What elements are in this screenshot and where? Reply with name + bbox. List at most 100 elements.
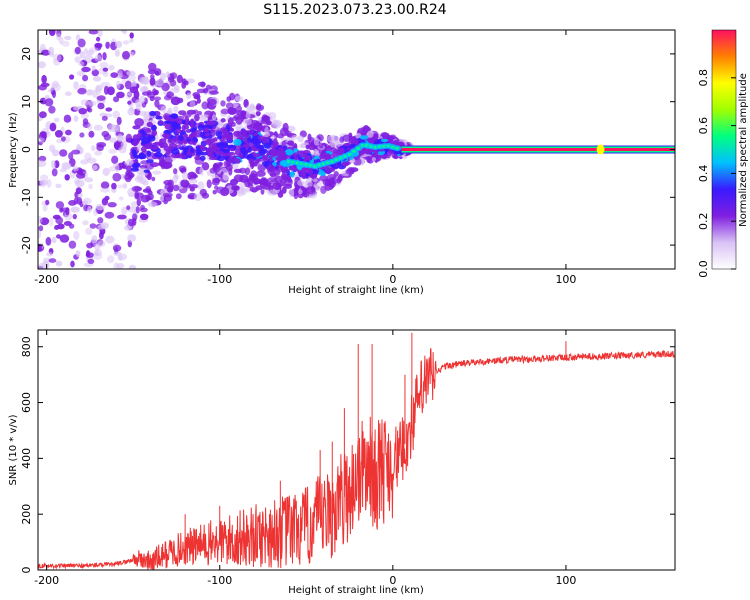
- heatmap-core-cell: [146, 150, 152, 157]
- heatmap-cell: [38, 225, 44, 232]
- heatmap-cell: [129, 51, 135, 57]
- heatmap-cell: [318, 142, 324, 149]
- heatmap-cell: [256, 170, 266, 177]
- heatmap-core-cell: [341, 161, 349, 167]
- heatmap-cell: [52, 89, 56, 99]
- heatmap-cell: [322, 178, 331, 186]
- heatmap-cell: [134, 191, 140, 200]
- heatmap-cell: [286, 125, 296, 132]
- heatmap-cell: [92, 252, 103, 260]
- heatmap-core-cell: [159, 138, 167, 145]
- heatmap-core-cell: [332, 152, 338, 157]
- heatmap-cell: [97, 217, 104, 224]
- heatmap-cell: [305, 186, 316, 195]
- heatmap-cell: [38, 61, 46, 69]
- heatmap-core-cell: [305, 155, 311, 161]
- heatmap-cell: [38, 84, 47, 91]
- heatmap-cell: [229, 92, 236, 101]
- heatmap-cell: [94, 250, 99, 257]
- heatmap-core-cell: [275, 155, 284, 162]
- heatmap-cell: [109, 137, 117, 143]
- heatmap-cell: [134, 176, 144, 183]
- colorbar-tick-label: 0.4: [697, 165, 710, 183]
- heatmap-cell: [279, 178, 288, 184]
- heatmap-cell: [198, 81, 206, 87]
- heatmap-cell: [91, 69, 100, 77]
- snr-line: [37, 332, 676, 570]
- heatmap-cell: [239, 174, 249, 183]
- heatmap-cell: [220, 108, 230, 115]
- heatmap-cell: [73, 81, 79, 90]
- heatmap-cell: [143, 114, 148, 123]
- heatmap-cell: [129, 38, 134, 43]
- heatmap-core-cell: [301, 167, 307, 171]
- heatmap-core-cell: [380, 138, 389, 143]
- heatmap-cell: [235, 115, 243, 125]
- heatmap-cell: [113, 251, 122, 256]
- heatmap-cell: [127, 192, 135, 198]
- heatmap-cell: [209, 167, 217, 174]
- heatmap-cell: [245, 187, 251, 193]
- ridge-core: [395, 146, 400, 150]
- heatmap-cell: [249, 103, 255, 111]
- heatmap-cell: [208, 98, 217, 106]
- heatmap-core-cell: [144, 143, 153, 150]
- heatmap-cell: [41, 74, 47, 84]
- heatmap-cell: [175, 175, 180, 180]
- heatmap-core-cell: [233, 138, 242, 146]
- heatmap-cell: [331, 135, 339, 143]
- heatmap-core-cell: [288, 165, 296, 171]
- heatmap-cell: [97, 224, 106, 230]
- heatmap-cell: [269, 180, 279, 185]
- heatmap-cell: [68, 240, 77, 249]
- heatmap-core-cell: [229, 127, 235, 132]
- heatmap-core-cell: [262, 137, 269, 144]
- heatmap-cell: [167, 77, 175, 83]
- heatmap-core-cell: [268, 138, 273, 145]
- heatmap-cell: [243, 99, 249, 108]
- x-tick-label: 0: [389, 574, 396, 587]
- snr-x-ticks: -200 -100 0 100: [34, 330, 576, 587]
- heatmap-core-cell: [158, 120, 164, 124]
- heatmap-core-cell: [153, 141, 163, 146]
- heatmap-cell: [186, 92, 192, 100]
- heatmap-cell: [97, 30, 103, 37]
- heatmap-core-cell: [139, 129, 145, 134]
- heatmap-cell: [135, 206, 140, 214]
- heatmap-cell: [122, 50, 130, 60]
- heatmap-cell: [56, 30, 62, 38]
- heatmap-core-cell: [228, 156, 238, 163]
- y-tick-label: 10: [20, 95, 33, 109]
- heatmap-core-cell: [318, 170, 325, 176]
- heatmap-cell: [85, 252, 95, 258]
- heatmap-core-cell: [145, 159, 154, 164]
- heatmap-cell: [39, 111, 47, 119]
- heatmap-cell: [81, 200, 89, 205]
- heatmap-cell: [268, 189, 278, 196]
- heatmap-cell: [38, 243, 42, 252]
- heatmap-cell: [111, 155, 119, 164]
- heatmap-cell: [86, 242, 93, 249]
- heatmap-cell: [327, 174, 337, 180]
- heatmap-cell: [371, 157, 376, 162]
- heatmap-cell: [101, 115, 108, 121]
- heatmap-cell: [125, 133, 133, 143]
- heatmap-cell: [152, 88, 157, 96]
- heatmap-cell: [126, 165, 132, 174]
- heatmap-cell: [85, 227, 93, 235]
- heatmap-core-cell: [246, 142, 254, 148]
- heatmap-cell: [117, 134, 123, 142]
- heatmap-cell: [189, 100, 196, 108]
- heatmap-cell: [54, 225, 60, 230]
- heatmap-cell: [320, 185, 327, 194]
- heatmap-marks: [38, 30, 415, 269]
- heatmap-cell: [82, 74, 89, 82]
- heatmap-cell: [79, 132, 85, 138]
- heatmap-core-cell: [241, 132, 248, 138]
- heatmap-core-cell: [281, 169, 286, 174]
- heatmap-core-cell: [224, 133, 230, 138]
- heatmap-core-cell: [216, 142, 224, 148]
- heatmap-cell: [152, 170, 162, 175]
- heatmap-core-cell: [214, 150, 224, 155]
- heatmap-cell: [126, 70, 136, 77]
